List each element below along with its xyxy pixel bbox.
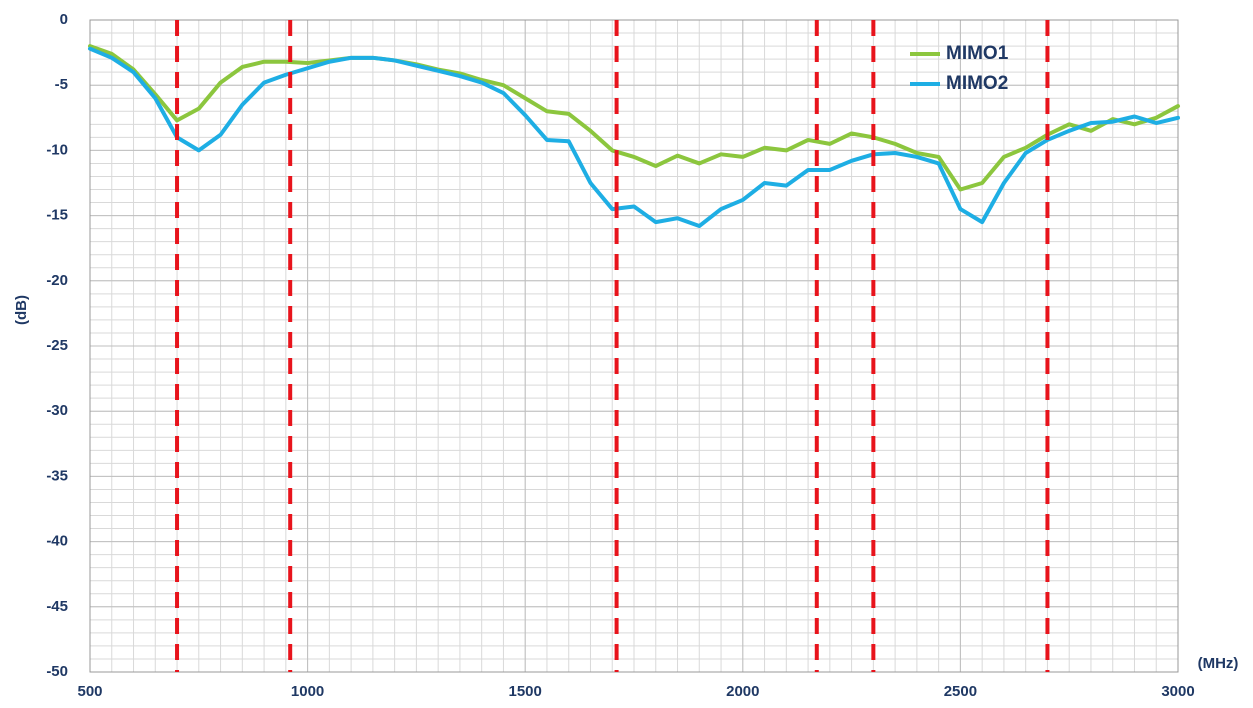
line-series: [88, 46, 1180, 229]
y-tick-label: -10: [46, 141, 68, 158]
y-tick-label: -25: [46, 337, 68, 354]
line-series: [88, 44, 1180, 192]
y-tick-label: -50: [46, 663, 68, 680]
x-tick-label: 1500: [509, 683, 542, 700]
plot-frame: [89, 19, 1179, 673]
y-tick-label: -5: [55, 76, 68, 93]
y-tick-label: -20: [46, 272, 68, 289]
x-tick-label: 2500: [944, 683, 977, 700]
y-tick-label: -30: [46, 402, 68, 419]
x-tick-label: 500: [77, 683, 102, 700]
y-axis-label: (dB): [13, 295, 30, 325]
legend-text: MIMO2: [946, 73, 1008, 94]
y-tick-label: -45: [46, 598, 68, 615]
y-tick-label: -35: [46, 467, 68, 484]
y-tick-label: 0: [60, 11, 68, 28]
x-tick-label: 1000: [291, 683, 324, 700]
x-axis-label: (MHz): [1198, 655, 1239, 672]
x-tick-label: 2000: [726, 683, 759, 700]
x-tick-label: 3000: [1161, 683, 1194, 700]
legend-text: MIMO1: [946, 43, 1009, 64]
y-tick-label: -40: [46, 533, 68, 550]
y-tick-label: -15: [46, 207, 68, 224]
